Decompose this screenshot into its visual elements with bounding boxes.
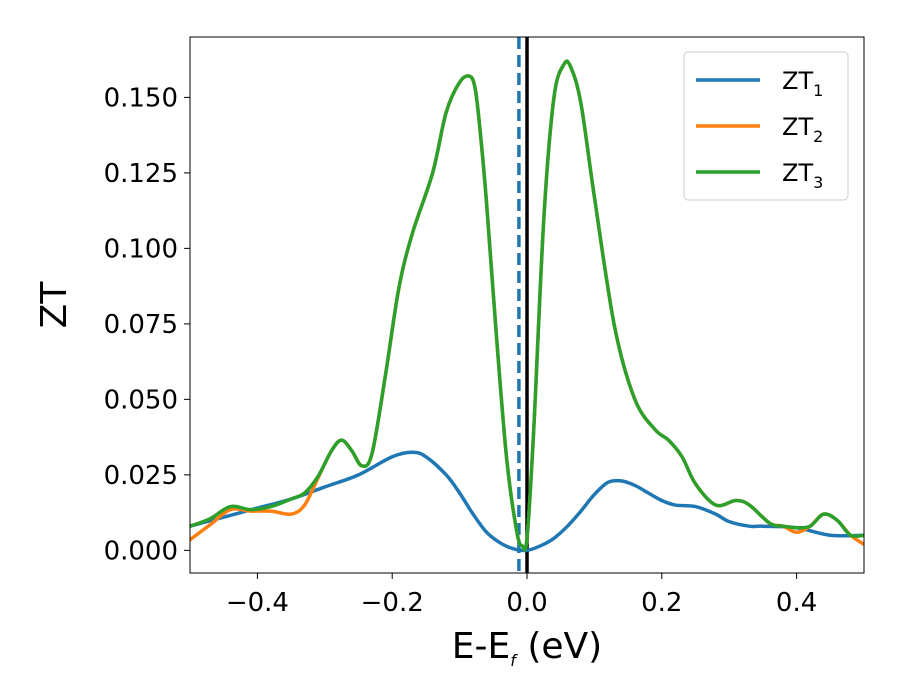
series-layer xyxy=(190,59,864,553)
y-tick-label: 0.100 xyxy=(104,234,178,264)
y-tick-label: 0.050 xyxy=(104,385,178,415)
y-tick-label: 0.000 xyxy=(104,536,178,566)
y-tick-label: 0.025 xyxy=(104,461,178,491)
x-tick-label: −0.2 xyxy=(361,588,424,618)
y-tick-label: 0.125 xyxy=(104,159,178,189)
legend-label-zt2: ZT2 xyxy=(782,113,823,146)
series-line-zt3 xyxy=(190,59,864,552)
x-axis-title: E-Ef (eV) xyxy=(452,626,602,670)
y-axis-title: ZT xyxy=(34,281,75,329)
y-axis-ticks: 0.000 0.025 0.050 0.075 0.100 0.125 0.150 xyxy=(104,83,190,566)
x-tick-label: −0.4 xyxy=(226,588,289,618)
x-tick-label: 0.4 xyxy=(776,588,817,618)
legend: ZT1 ZT2 ZT3 xyxy=(683,51,849,201)
x-axis-ticks: −0.4 −0.2 0.0 0.2 0.4 xyxy=(226,573,817,618)
legend-box xyxy=(683,51,849,201)
y-tick-label: 0.075 xyxy=(104,310,178,340)
y-tick-label: 0.150 xyxy=(104,83,178,113)
x-tick-label: 0.2 xyxy=(641,588,682,618)
reference-lines xyxy=(517,37,529,573)
legend-label-zt3: ZT3 xyxy=(782,159,823,192)
x-tick-label: 0.0 xyxy=(506,588,547,618)
series-line-zt1 xyxy=(190,450,864,553)
legend-label-zt1: ZT1 xyxy=(782,67,823,100)
